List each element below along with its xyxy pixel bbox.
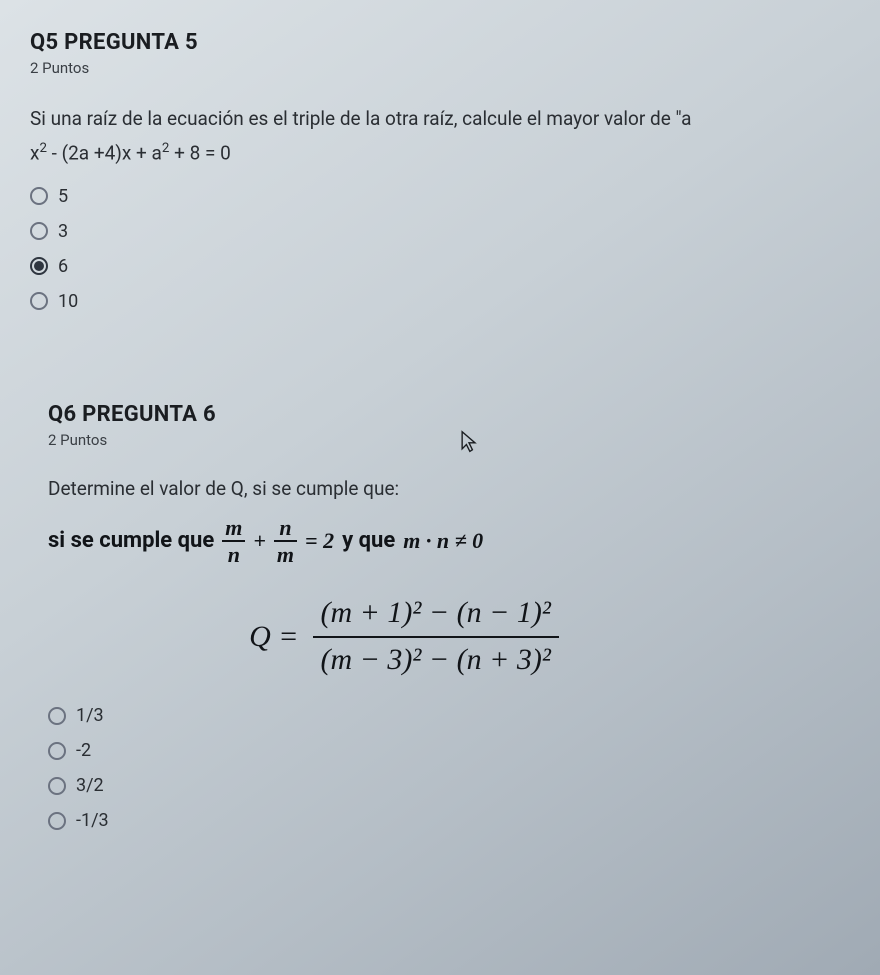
q6-option-0[interactable]: 1/3	[48, 705, 880, 726]
radio-icon	[48, 742, 66, 760]
q6-header: Q6 PREGUNTA 6	[48, 402, 880, 427]
q5-points: 2 Puntos	[30, 59, 880, 77]
q6-frac1: m n	[222, 516, 245, 566]
q6-prompt: Determine el valor de Q, si se cumple qu…	[48, 477, 880, 500]
q6-frac1-num: m	[222, 516, 245, 539]
q5-header: Q5 PREGUNTA 5	[30, 30, 880, 55]
q6-cond: m · n ≠ 0	[403, 524, 483, 557]
radio-icon	[48, 812, 66, 830]
q5-option-2-label: 6	[58, 256, 68, 277]
q6-bigfrac-num: (m + 1)² − (n − 1)²	[313, 594, 559, 633]
q6-lead: si se cumple que	[48, 524, 214, 557]
plus-sign: +	[253, 524, 266, 557]
q6-condition: si se cumple que m n + n m = 2 y que m ·…	[48, 516, 880, 679]
q6-y: y que	[342, 524, 395, 557]
radio-icon	[30, 187, 48, 205]
q6-option-2[interactable]: 3/2	[48, 775, 880, 796]
q6-option-3-label: -1/3	[76, 810, 109, 831]
q5-options: 5 3 6 10	[30, 186, 880, 312]
q6-frac2-den: m	[274, 543, 297, 566]
q6-option-1-label: -2	[76, 740, 91, 761]
q5-prompt: Si una raíz de la ecuación es el triple …	[30, 105, 880, 133]
q6-bigfrac-den: (m − 3)² − (n + 3)²	[313, 641, 559, 680]
q6-option-1[interactable]: -2	[48, 740, 880, 761]
q6-points: 2 Puntos	[48, 431, 880, 449]
q5-option-1-label: 3	[58, 221, 68, 242]
q5-option-3-label: 10	[58, 291, 78, 312]
q5-option-3[interactable]: 10	[30, 291, 880, 312]
q6-formula: Q = (m + 1)² − (n − 1)² (m − 3)² − (n + …	[48, 594, 880, 679]
q6-bigfrac: (m + 1)² − (n − 1)² (m − 3)² − (n + 3)²	[313, 594, 559, 679]
q6-frac2: n m	[274, 516, 297, 566]
fraction-bar	[313, 636, 559, 638]
radio-icon	[48, 707, 66, 725]
q5-eq-sup1: 2	[39, 141, 46, 156]
q5-option-0[interactable]: 5	[30, 186, 880, 207]
q5-equation: x2 - (2a +4)x + a2 + 8 = 0	[30, 141, 880, 164]
question-5: Q5 PREGUNTA 5 2 Puntos Si una raíz de la…	[30, 30, 880, 312]
q6-option-3[interactable]: -1/3	[48, 810, 880, 831]
q6-options: 1/3 -2 3/2 -1/3	[48, 705, 880, 831]
radio-icon	[30, 222, 48, 240]
q5-eq-p3: + 8 = 0	[169, 141, 230, 164]
q6-frac2-num: n	[276, 516, 294, 539]
q6-frac1-den: n	[225, 543, 243, 566]
q6-option-2-label: 3/2	[76, 775, 104, 796]
q6-lhs: Q =	[249, 614, 298, 659]
q5-option-0-label: 5	[58, 186, 68, 207]
q5-option-2[interactable]: 6	[30, 256, 880, 277]
question-6: Q6 PREGUNTA 6 2 Puntos Determine el valo…	[48, 402, 880, 831]
q5-eq-p2: - (2a +4)x + a	[47, 141, 162, 164]
q6-option-0-label: 1/3	[76, 705, 104, 726]
q6-eq: = 2	[305, 524, 334, 557]
q5-option-1[interactable]: 3	[30, 221, 880, 242]
radio-icon	[48, 777, 66, 795]
radio-icon-selected	[30, 257, 48, 275]
radio-icon	[30, 292, 48, 310]
